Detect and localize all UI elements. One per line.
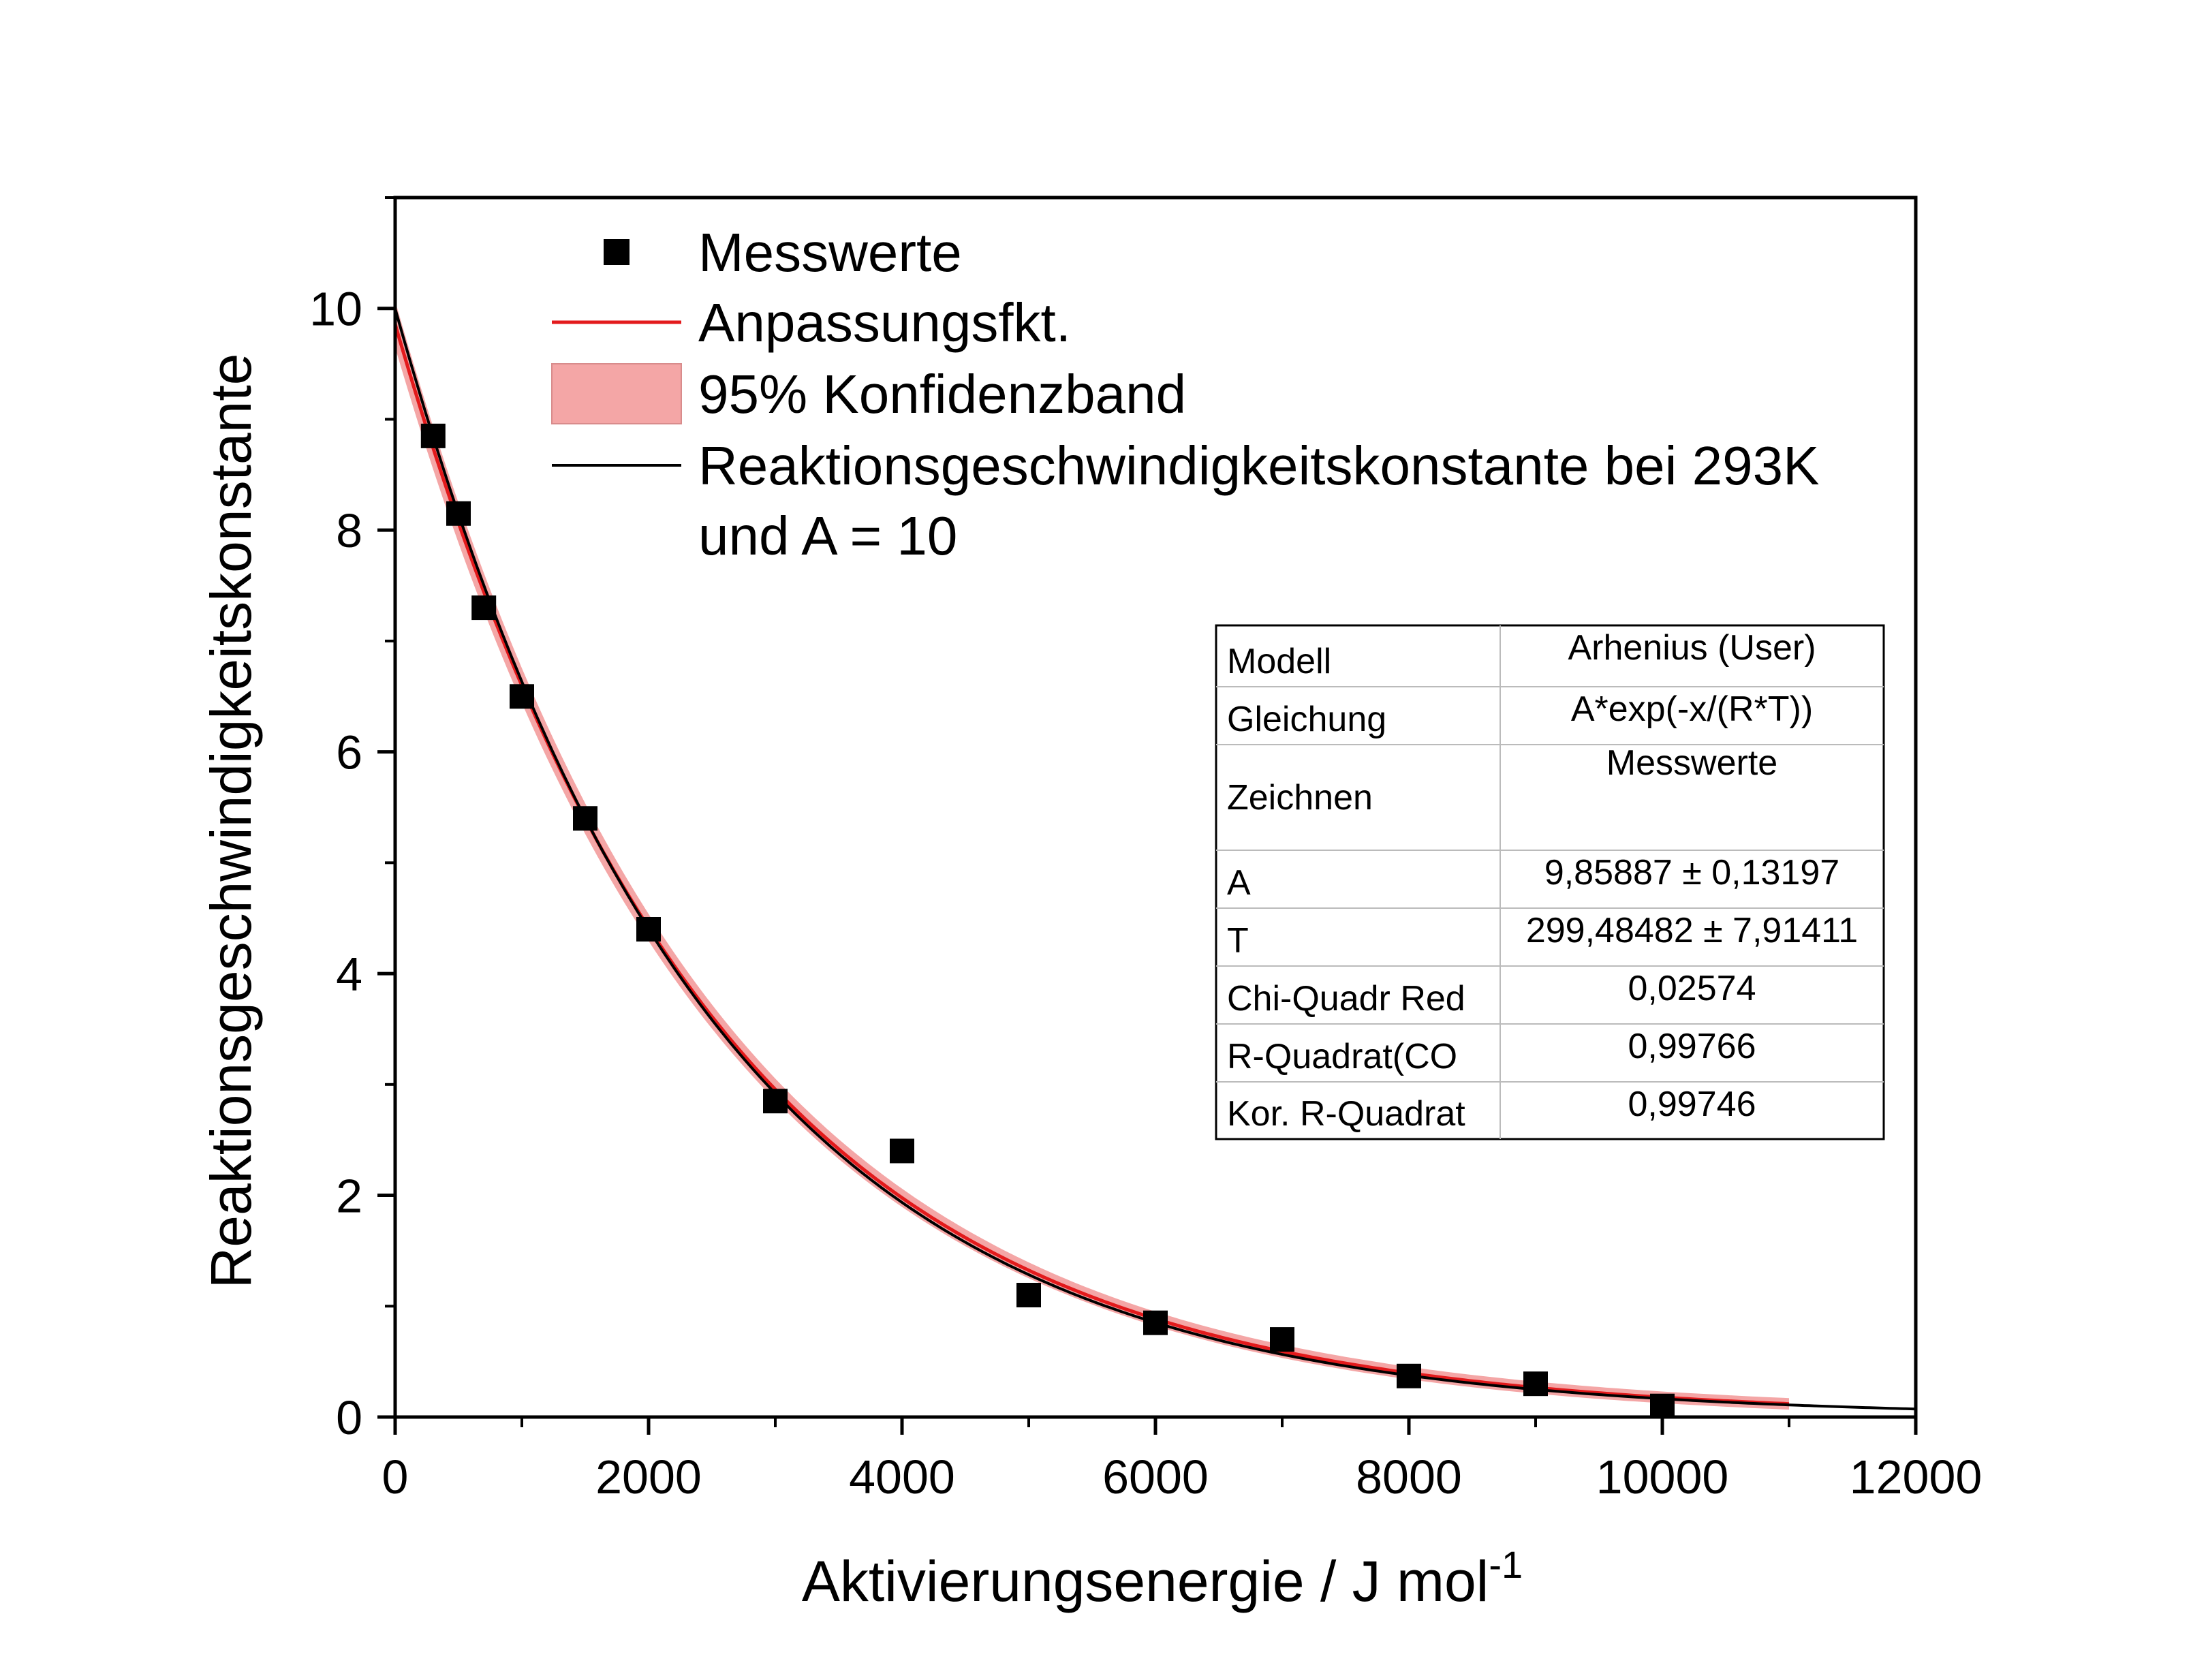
data-point — [471, 595, 497, 621]
x-tick-label: 6000 — [1102, 1450, 1209, 1504]
y-tick-label: 8 — [336, 504, 362, 557]
table-row-label: T — [1227, 921, 1249, 961]
legend-marker-band — [551, 363, 682, 424]
table-row-value: 0,99766 — [1628, 1027, 1756, 1066]
legend-label-band: 95% Konfidenzband — [698, 364, 1186, 424]
data-point — [1270, 1327, 1294, 1352]
data-point-layer — [420, 423, 1675, 1418]
y-tick-label: 2 — [336, 1170, 362, 1223]
legend-label-messwerte: Messwerte — [698, 222, 962, 283]
table-row-label: Gleichung — [1227, 700, 1386, 739]
data-point — [1523, 1371, 1548, 1397]
x-tick-label: 12000 — [1850, 1450, 1983, 1504]
legend-marker-messwerte — [604, 239, 630, 265]
x-tick-label: 2000 — [595, 1450, 702, 1504]
x-axis-title-text: Aktivierungsenergie / J mol — [802, 1549, 1489, 1613]
data-point — [1397, 1363, 1421, 1388]
data-point — [573, 806, 597, 831]
data-point — [1016, 1283, 1041, 1307]
table-row-label: A — [1227, 863, 1251, 903]
y-tick-label: 0 — [336, 1391, 362, 1444]
data-point — [1143, 1310, 1168, 1335]
y-tick-label: 4 — [336, 948, 362, 1001]
table-row-label: Chi-Quadr Red — [1227, 979, 1465, 1018]
legend-label-fit: Anpassungsfkt. — [698, 292, 1071, 353]
axis-layer: 0 2000 4000 6000 8000 10000 12000 0 2 4 6 8 10 — [309, 196, 1983, 1504]
x-tick-label: 4000 — [849, 1450, 955, 1504]
data-point — [446, 501, 471, 526]
table-row-value: 9,85887 ± 0,13197 — [1544, 853, 1839, 892]
table-row-value: 0,02574 — [1628, 969, 1756, 1008]
data-point — [1650, 1393, 1675, 1418]
y-axis-title: Reaktionsgeschwindigkeitskonstante — [199, 354, 263, 1289]
table-row-label: Kor. R-Quadrat — [1227, 1094, 1465, 1134]
legend-label-reference-line2: und A = 10 — [698, 505, 957, 566]
fit-statistics-table: Modell Arhenius (User) Gleichung A*exp(-x/(… — [1215, 624, 1885, 1140]
table-row-value: 299,48482 ± 7,91411 — [1526, 911, 1858, 950]
table-row-value: 0,99746 — [1628, 1085, 1756, 1124]
table-frame — [1215, 624, 1885, 1140]
table-row-label: Modell — [1227, 642, 1331, 681]
legend: Messwerte Anpassungsfkt. 95% Konfidenzband… — [551, 222, 1819, 566]
table-row-value: Arhenius (User) — [1568, 628, 1816, 668]
x-tick-label: 10000 — [1596, 1450, 1729, 1504]
data-point — [890, 1138, 914, 1164]
x-tick-label: 0 — [382, 1450, 409, 1504]
table-row-label: Zeichnen — [1227, 778, 1373, 818]
data-point — [420, 423, 446, 448]
data-point — [510, 684, 534, 709]
x-axis-title: Aktivierungsenergie / J mol-1 — [802, 1543, 1523, 1613]
y-tick-label: 6 — [336, 726, 362, 779]
legend-label-reference: Reaktionsgeschwindigkeitskonstante bei 2… — [698, 435, 1819, 496]
x-tick-label: 8000 — [1356, 1450, 1462, 1504]
table-row-label: R-Quadrat(CO — [1227, 1037, 1457, 1076]
table-row-value: A*exp(-x/(R*T)) — [1571, 689, 1813, 729]
y-tick-label: 10 — [309, 283, 362, 336]
data-point — [763, 1089, 788, 1114]
data-point — [636, 917, 661, 942]
x-axis-title-superscript: -1 — [1489, 1543, 1523, 1586]
table-row-value: Messwerte — [1606, 743, 1777, 783]
